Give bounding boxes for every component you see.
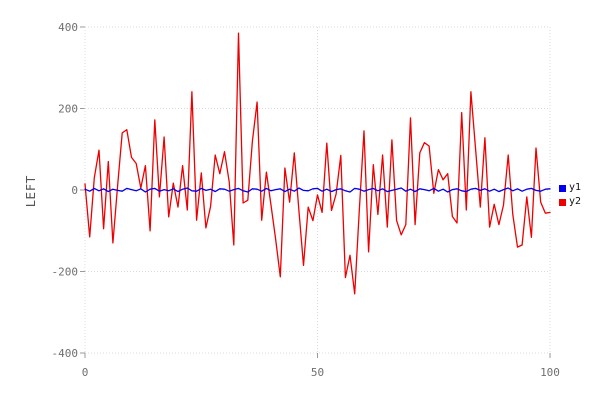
x-tick-label: 0 [82, 366, 89, 379]
legend: y1 y2 [559, 181, 581, 209]
legend-item-y2: y2 [559, 195, 581, 209]
y-tick-label: 200 [58, 103, 78, 116]
y-tick-label: -200 [52, 266, 79, 279]
legend-swatch-y2 [559, 198, 566, 206]
series-line-y2 [84, 32, 551, 295]
y-axis-title: LEFT [24, 174, 38, 208]
y-tick-label: -400 [52, 347, 79, 360]
legend-label-y2: y2 [569, 196, 582, 207]
legend-item-y1: y1 [559, 181, 581, 195]
series-line-y1 [84, 187, 551, 193]
legend-swatch-y1 [559, 184, 566, 192]
y-tick-label: 400 [58, 21, 78, 34]
x-tick-label: 100 [540, 366, 560, 379]
legend-label-y1: y1 [569, 182, 582, 193]
x-tick-label: 50 [311, 366, 324, 379]
y-tick-label: 0 [71, 184, 78, 197]
